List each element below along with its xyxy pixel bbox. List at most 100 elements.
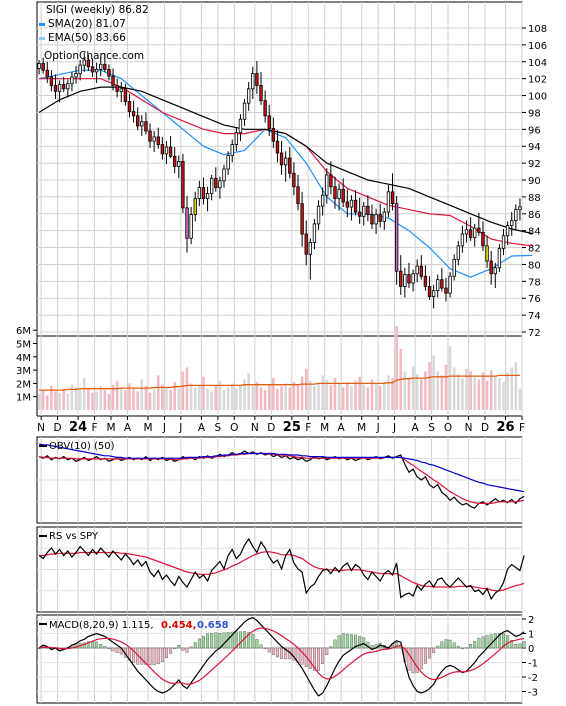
- macd-tick-label: -3: [528, 688, 538, 699]
- macd-hist-bar: [238, 631, 242, 649]
- volume-bar: [263, 390, 267, 410]
- volume-bar: [206, 388, 209, 410]
- candle-body: [193, 198, 197, 216]
- x-tick-label: M: [143, 422, 152, 434]
- candle-body: [423, 275, 428, 287]
- macd-hist-bar: [419, 647, 423, 670]
- candle-body: [283, 157, 288, 166]
- macd-hist-bar: [210, 633, 214, 649]
- macd-hist-bar: [477, 637, 481, 649]
- candle-body: [127, 101, 132, 113]
- macd-hist-bar: [189, 646, 193, 649]
- macd-hist-bar: [292, 647, 296, 661]
- macd-hist-bar: [502, 633, 505, 649]
- candle-body: [411, 273, 415, 284]
- volume-bar: [288, 387, 292, 410]
- candle-body: [300, 203, 304, 235]
- candle-body: [82, 59, 86, 66]
- candle-body: [119, 88, 123, 92]
- macd-hist-bar: [214, 632, 218, 649]
- volume-bar: [317, 383, 320, 410]
- volume-bar: [111, 384, 115, 410]
- volume-bar: [350, 386, 353, 410]
- macd-hist-bar: [197, 638, 201, 649]
- candle-body: [230, 144, 234, 156]
- candle-body: [505, 225, 510, 237]
- candle-body: [382, 211, 386, 222]
- volume-bar: [140, 379, 144, 410]
- x-tick-label: N: [465, 422, 473, 434]
- macd-hist-bar: [181, 647, 185, 651]
- volume-bar: [436, 371, 440, 410]
- macd-hist-bar: [201, 635, 205, 649]
- volume-bar: [161, 384, 164, 410]
- candle-body: [251, 73, 255, 90]
- macd-hist-bar: [354, 634, 358, 649]
- volume-bar: [230, 383, 234, 410]
- macd-hist-bar: [82, 642, 86, 649]
- volume-bar: [95, 391, 98, 410]
- volume-bar: [440, 375, 444, 410]
- volume-bar: [193, 387, 197, 410]
- volume-bar: [267, 384, 271, 410]
- volume-bar: [70, 384, 74, 410]
- macd-hist-bar: [444, 639, 448, 649]
- candle-body: [275, 140, 280, 154]
- obv-line-1: [38, 452, 525, 504]
- macd-hist-bar: [230, 631, 234, 649]
- macd-hist-bar: [164, 647, 168, 659]
- price-tick-label: 74: [528, 311, 541, 322]
- volume-bar: [473, 376, 477, 410]
- macd-hist-bar: [271, 647, 275, 656]
- macd-tick-label: -1: [528, 659, 538, 670]
- x-tick-label: O: [444, 422, 452, 434]
- x-tick-label: S: [428, 422, 435, 434]
- candle-body: [501, 235, 506, 249]
- volume-bar: [444, 364, 448, 410]
- volume-bar: [489, 370, 493, 410]
- candle-body: [271, 128, 276, 142]
- volume-tick-label: 5M: [16, 340, 31, 351]
- volume-bar: [329, 384, 333, 410]
- candle-body: [407, 274, 411, 284]
- candle-body: [246, 88, 251, 104]
- macd-hist-bar: [510, 640, 514, 649]
- volume-bar: [169, 390, 172, 410]
- volume-bar: [235, 388, 238, 410]
- price-tick-label: 96: [528, 125, 541, 136]
- x-tick-label: O: [230, 422, 238, 434]
- volume-bar: [366, 387, 370, 410]
- volume-bar: [181, 371, 185, 410]
- candle-body: [390, 191, 395, 205]
- volume-bar: [333, 378, 337, 410]
- volume-bar: [74, 387, 78, 410]
- volume-bar: [202, 376, 205, 410]
- candle-body: [320, 194, 325, 207]
- macd-hist-bar: [440, 641, 444, 649]
- candle-body: [78, 64, 82, 75]
- macd-hist-bar: [144, 647, 148, 665]
- candle-body: [427, 285, 432, 297]
- x-tick-label: F: [519, 422, 525, 434]
- price-tick-label: 108: [528, 24, 547, 35]
- price-tick-label: 100: [528, 92, 547, 103]
- macd-line-0: [38, 616, 525, 697]
- volume-bar: [218, 380, 222, 410]
- candle-body: [168, 146, 173, 157]
- legend-label: EMA(50) 83.66: [48, 32, 126, 44]
- ma-line-0: [38, 69, 533, 278]
- volume-bar: [337, 383, 341, 410]
- macd-tick-label: -2: [528, 673, 538, 684]
- price-tick-label: 76: [528, 294, 541, 305]
- macd-tick-label: 1: [528, 630, 534, 641]
- macd-hist-bar: [132, 647, 136, 663]
- macd-hist-bar: [432, 647, 436, 653]
- macd-hist-bar: [218, 633, 222, 649]
- candle-body: [477, 227, 481, 233]
- volume-bar: [214, 386, 218, 410]
- candle-body: [173, 155, 177, 167]
- candle-body: [222, 168, 226, 182]
- volume-bar: [99, 386, 102, 410]
- volume-bar: [255, 382, 259, 410]
- volume-tick-label: 1M: [16, 393, 31, 404]
